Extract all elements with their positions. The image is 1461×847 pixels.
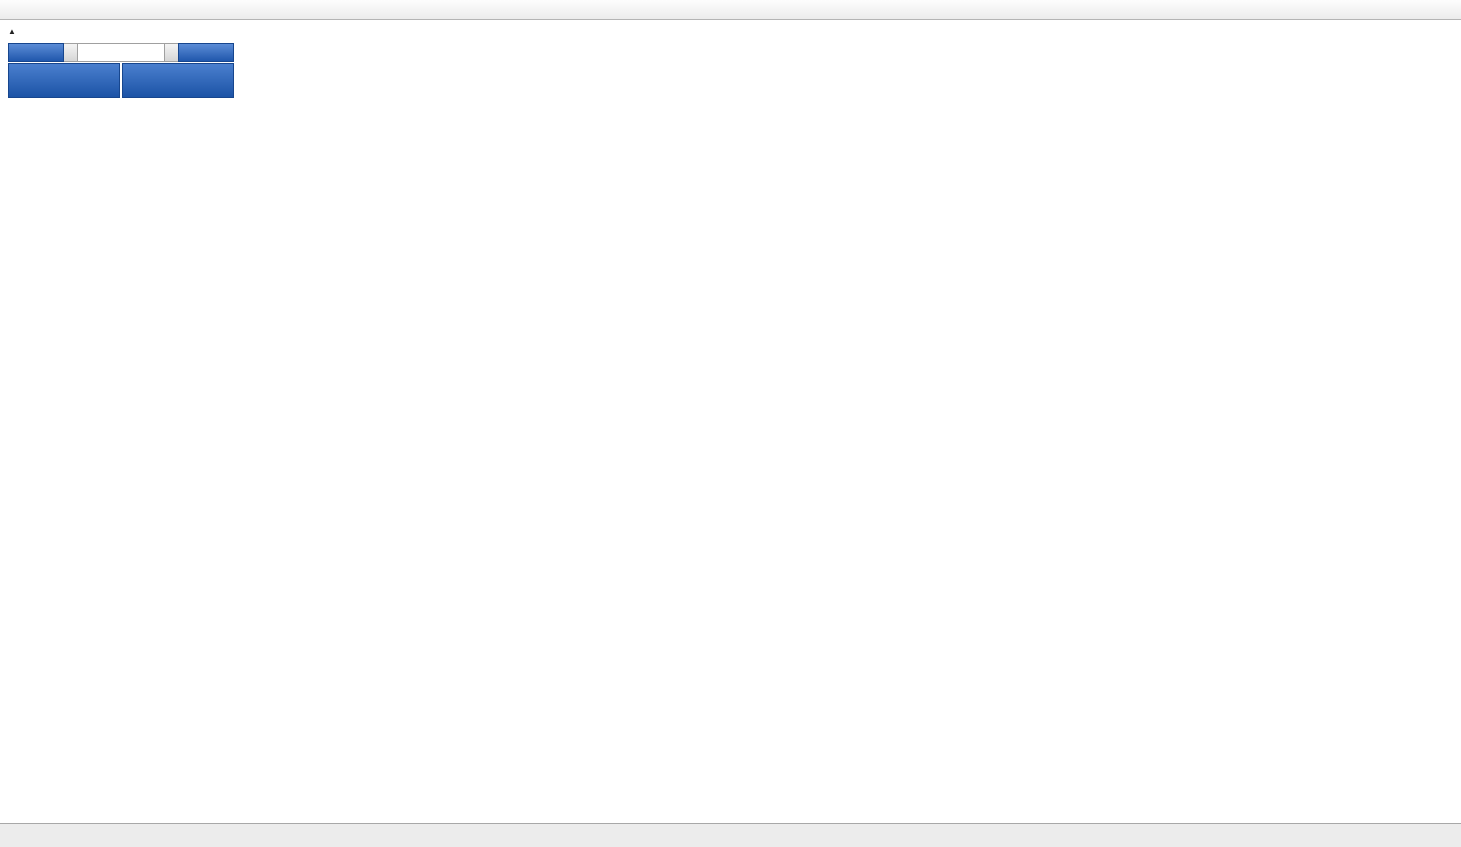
sell-button[interactable]: [8, 43, 64, 62]
sell-price-display[interactable]: [8, 63, 120, 98]
chart-canvas[interactable]: [0, 0, 1461, 823]
buy-price-display[interactable]: [122, 63, 234, 98]
volume-input[interactable]: [77, 43, 165, 62]
period-toolbar: [0, 0, 1461, 20]
volume-increase-button[interactable]: [165, 43, 178, 62]
volume-decrease-button[interactable]: [64, 43, 77, 62]
buy-button[interactable]: [178, 43, 234, 62]
rsi-label: [7, 671, 14, 682]
chart-title: ▲: [8, 25, 27, 37]
macd-label: [7, 570, 21, 581]
one-click-toggle-icon[interactable]: ▲: [8, 27, 16, 36]
chart-tab-bar: [0, 823, 1461, 847]
one-click-trading-panel: [8, 43, 234, 98]
